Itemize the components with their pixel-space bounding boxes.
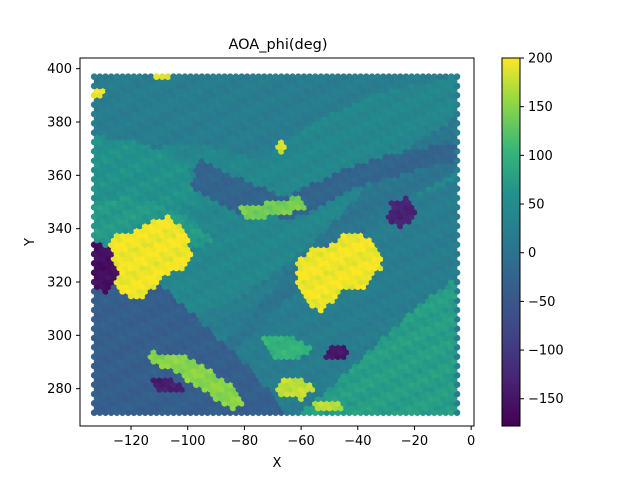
data-point [192,73,200,80]
data-point [119,73,126,80]
data-point [204,73,211,80]
data-point [334,73,342,80]
data-point [374,73,381,80]
data-point [147,73,155,80]
data-point [453,73,461,80]
chart-title: AOA_phi(deg) [228,37,327,53]
data-point [107,73,115,80]
data-point [408,73,415,80]
data-point [102,73,109,80]
data-point [340,73,347,80]
data-point [357,73,364,80]
data-point [277,73,285,80]
data-point [124,73,132,80]
data-point [181,73,189,80]
data-point [226,73,234,80]
colorbar-tick-label: −100 [528,344,564,359]
data-point [215,73,223,80]
data-point [328,73,336,80]
data-point [294,73,302,80]
x-tick-label: −60 [287,434,314,449]
data-point [391,73,398,80]
data-point [130,73,138,80]
data-point [90,73,98,80]
data-point [351,73,359,80]
data-point [311,73,319,80]
data-point [238,73,245,80]
x-axis: −120 −100 −80 −60 −40 −20 0 [113,426,475,449]
data-point [436,73,444,80]
plot-frame [79,57,475,427]
y-tick-label: 280 [47,382,72,397]
data-point [96,73,104,80]
x-tick-label: −80 [231,434,258,449]
data-point [323,73,330,80]
data-point [317,73,325,80]
data-point [170,73,177,80]
x-tick-label: 0 [467,434,475,449]
data-point [260,73,268,80]
data-point [306,73,313,80]
data-point [448,73,455,80]
data-point [397,73,404,80]
data-point [414,73,421,80]
colorbar-gradient [501,57,521,427]
colorbar: −150 −100 −50 0 50 100 150 200 [501,52,564,427]
y-tick-label: 380 [47,116,72,131]
colorbar-tick-label: 100 [528,149,553,164]
data-point [113,73,121,80]
colorbar-tick-label: −150 [528,392,564,407]
data-point [164,73,172,80]
data-points [90,73,461,416]
data-point [385,73,393,80]
data-point [209,73,217,80]
data-point [198,73,206,80]
x-tick-label: −40 [344,434,371,449]
data-point [419,73,427,80]
colorbar-tick-label: −50 [528,295,555,310]
y-tick-label: 320 [47,276,72,291]
y-tick-label: 400 [47,62,72,77]
y-tick-label: 360 [47,169,72,184]
y-axis: 280 300 320 340 360 380 400 [47,62,80,397]
data-point [362,73,370,80]
y-tick-label: 340 [47,222,72,237]
data-point [283,73,291,80]
data-point [249,73,257,80]
x-tick-label: −100 [170,434,206,449]
data-point [431,73,438,80]
data-point [153,73,160,80]
colorbar-tick-label: 0 [528,246,536,261]
data-point [141,73,149,80]
y-tick-label: 300 [47,329,72,344]
data-point [255,73,262,80]
data-point [187,73,194,80]
data-point [272,73,279,80]
data-point [379,73,387,80]
plot-area [79,57,475,427]
data-point [232,73,240,80]
x-tick-label: −20 [401,434,428,449]
data-point [221,73,228,80]
colorbar-tick-label: 50 [528,198,545,213]
x-tick-label: −120 [113,434,149,449]
data-point [289,73,296,80]
data-point [136,73,143,80]
colorbar-tick-label: 200 [528,52,553,67]
x-axis-label: X [273,456,282,471]
data-point [175,73,183,80]
data-point [243,73,251,80]
data-point [402,73,410,80]
data-point [368,73,376,80]
data-point [158,73,166,80]
data-point [345,73,353,80]
data-point [266,73,274,80]
data-point [425,73,432,80]
colorbar-ticks: −150 −100 −50 0 50 100 150 200 [520,52,564,407]
data-point [442,73,449,80]
data-point [300,73,308,80]
colorbar-tick-label: 150 [528,100,553,115]
y-axis-label: Y [23,238,38,247]
